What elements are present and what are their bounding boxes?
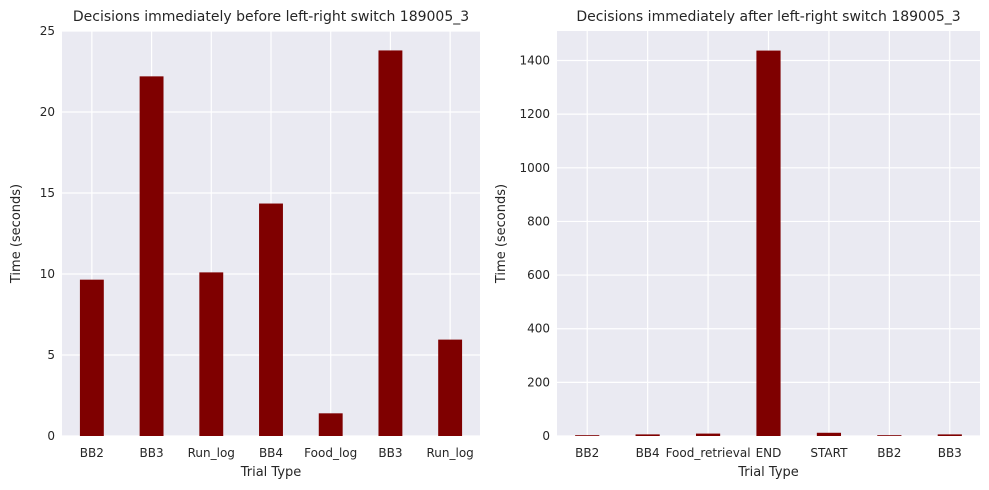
- y-tick-label: 5: [47, 348, 55, 362]
- x-tick-label: BB4: [636, 446, 660, 460]
- y-tick-label: 1000: [519, 161, 550, 175]
- x-tick-label: Food_retrieval: [666, 446, 751, 460]
- y-tick-label: 1200: [519, 107, 550, 121]
- x-tick-label: BB2: [877, 446, 901, 460]
- x-tick-labels: BB2 BB3 Run_log BB4 Food_log BB3 Run_log: [80, 446, 474, 460]
- y-tick-labels: 0 5 10 15 20 25: [40, 24, 55, 443]
- y-tick-label: 1400: [519, 54, 550, 68]
- y-tick-label: 600: [527, 268, 550, 282]
- bar: [139, 76, 164, 437]
- bar: [318, 413, 343, 436]
- y-tick-label: 0: [542, 429, 550, 443]
- y-tick-label: 15: [40, 186, 55, 200]
- x-tick-label: Run_log: [188, 446, 235, 460]
- x-tick-label: END: [756, 446, 782, 460]
- bars: [575, 50, 962, 437]
- y-tick-label: 0: [47, 429, 55, 443]
- y-tick-label: 25: [40, 24, 55, 38]
- y-tick-label: 400: [527, 322, 550, 336]
- bar: [79, 279, 104, 436]
- y-tick-label: 20: [40, 105, 55, 119]
- x-tick-label: BB3: [378, 446, 402, 460]
- y-axis-label: Time (seconds): [494, 184, 509, 284]
- x-tick-label: START: [810, 446, 848, 460]
- x-tick-label: BB3: [140, 446, 164, 460]
- bar: [937, 434, 962, 436]
- y-tick-label: 200: [527, 375, 550, 389]
- x-tick-label: BB2: [80, 446, 104, 460]
- bar: [438, 339, 463, 436]
- y-tick-labels: 0 200 400 600 800 1000 1200 1400: [519, 54, 550, 443]
- x-tick-label: Food_log: [304, 446, 357, 460]
- bar: [695, 433, 721, 436]
- x-tick-label: Run_log: [426, 446, 473, 460]
- x-tick-labels: BB2 BB4 Food_retrieval END START BB2 BB3: [575, 446, 962, 460]
- bar: [199, 272, 224, 436]
- bar: [877, 435, 902, 436]
- gridlines: [557, 31, 980, 437]
- chart-after-switch: 0 200 400 600 800 1000 1200 1400 BB2 BB4 Food_ret…: [494, 9, 980, 480]
- y-tick-label: 10: [40, 267, 55, 281]
- bars: [79, 50, 463, 437]
- chart-title: Decisions immediately after left-right s…: [576, 9, 960, 25]
- x-tick-label: BB3: [938, 446, 962, 460]
- x-tick-label: BB4: [259, 446, 283, 460]
- bar: [575, 435, 600, 436]
- bar: [816, 432, 842, 436]
- bar: [259, 203, 283, 436]
- chart-before-switch: 0 5 10 15 20 25 BB2 BB3 Run_log BB4 Food_log BB3 Ru…: [9, 9, 480, 480]
- bar: [378, 50, 403, 436]
- x-tick-label: BB2: [575, 446, 599, 460]
- bar: [756, 50, 781, 437]
- chart-title: Decisions immediately before left-right …: [73, 9, 469, 25]
- bar: [635, 434, 660, 436]
- y-tick-label: 800: [527, 214, 550, 228]
- x-axis-label: Trial Type: [737, 465, 799, 480]
- y-axis-label: Time (seconds): [9, 184, 24, 284]
- x-axis-label: Trial Type: [240, 465, 302, 480]
